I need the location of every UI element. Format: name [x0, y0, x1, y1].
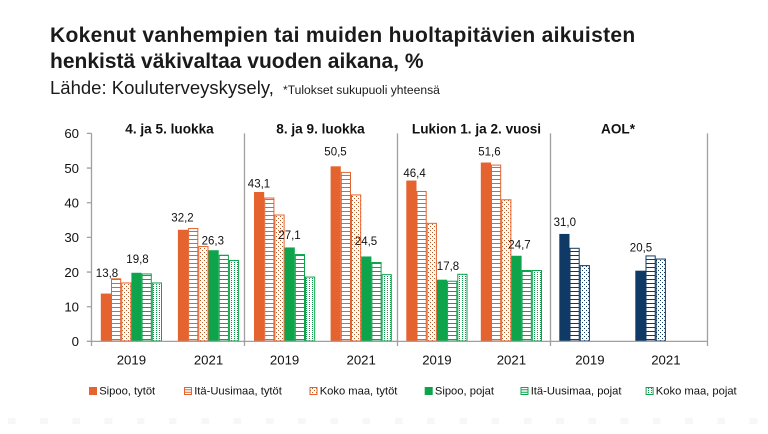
svg-text:Koko maa, tytöt: Koko maa, tytöt [320, 385, 399, 397]
svg-text:51,6: 51,6 [478, 147, 500, 159]
svg-text:Sipoo, tytöt: Sipoo, tytöt [99, 385, 156, 397]
svg-text:40: 40 [64, 195, 79, 210]
svg-text:2021: 2021 [651, 353, 680, 368]
svg-text:24,7: 24,7 [508, 240, 530, 252]
svg-text:Koko maa, pojat: Koko maa, pojat [656, 385, 738, 397]
svg-text:60: 60 [64, 126, 79, 141]
svg-text:2019: 2019 [575, 353, 604, 368]
svg-text:27,1: 27,1 [278, 230, 300, 242]
svg-text:0: 0 [72, 334, 79, 349]
svg-text:20: 20 [64, 265, 79, 280]
svg-text:26,3: 26,3 [202, 236, 224, 248]
svg-text:24,5: 24,5 [355, 236, 377, 248]
svg-text:30: 30 [64, 230, 79, 245]
svg-text:20,5: 20,5 [630, 243, 652, 255]
svg-text:46,4: 46,4 [403, 168, 426, 180]
svg-text:8. ja 9. luokka: 8. ja 9. luokka [276, 121, 365, 136]
svg-text:2021: 2021 [194, 353, 223, 368]
svg-text:4. ja 5. luokka: 4. ja 5. luokka [125, 121, 214, 136]
svg-text:32,2: 32,2 [171, 213, 193, 225]
svg-text:2019: 2019 [270, 353, 299, 368]
svg-text:13,8: 13,8 [96, 268, 118, 280]
svg-text:Lukion 1. ja 2. vuosi: Lukion 1. ja 2. vuosi [412, 121, 541, 136]
svg-text:2021: 2021 [497, 353, 526, 368]
svg-text:Itä-Uusimaa, tytöt: Itä-Uusimaa, tytöt [194, 385, 283, 397]
svg-text:50: 50 [64, 161, 79, 176]
svg-text:50,5: 50,5 [324, 147, 346, 159]
svg-text:31,0: 31,0 [554, 217, 576, 229]
svg-text:2021: 2021 [347, 353, 376, 368]
svg-text:AOL*: AOL* [601, 121, 636, 136]
svg-text:2019: 2019 [117, 353, 146, 368]
svg-text:2019: 2019 [422, 353, 451, 368]
svg-text:10: 10 [64, 299, 79, 314]
svg-text:19,8: 19,8 [126, 254, 148, 266]
svg-text:17,8: 17,8 [437, 261, 459, 273]
svg-text:Itä-Uusimaa, pojat: Itä-Uusimaa, pojat [531, 385, 623, 397]
svg-text:43,1: 43,1 [248, 178, 270, 190]
svg-text:Sipoo, pojat: Sipoo, pojat [435, 385, 495, 397]
